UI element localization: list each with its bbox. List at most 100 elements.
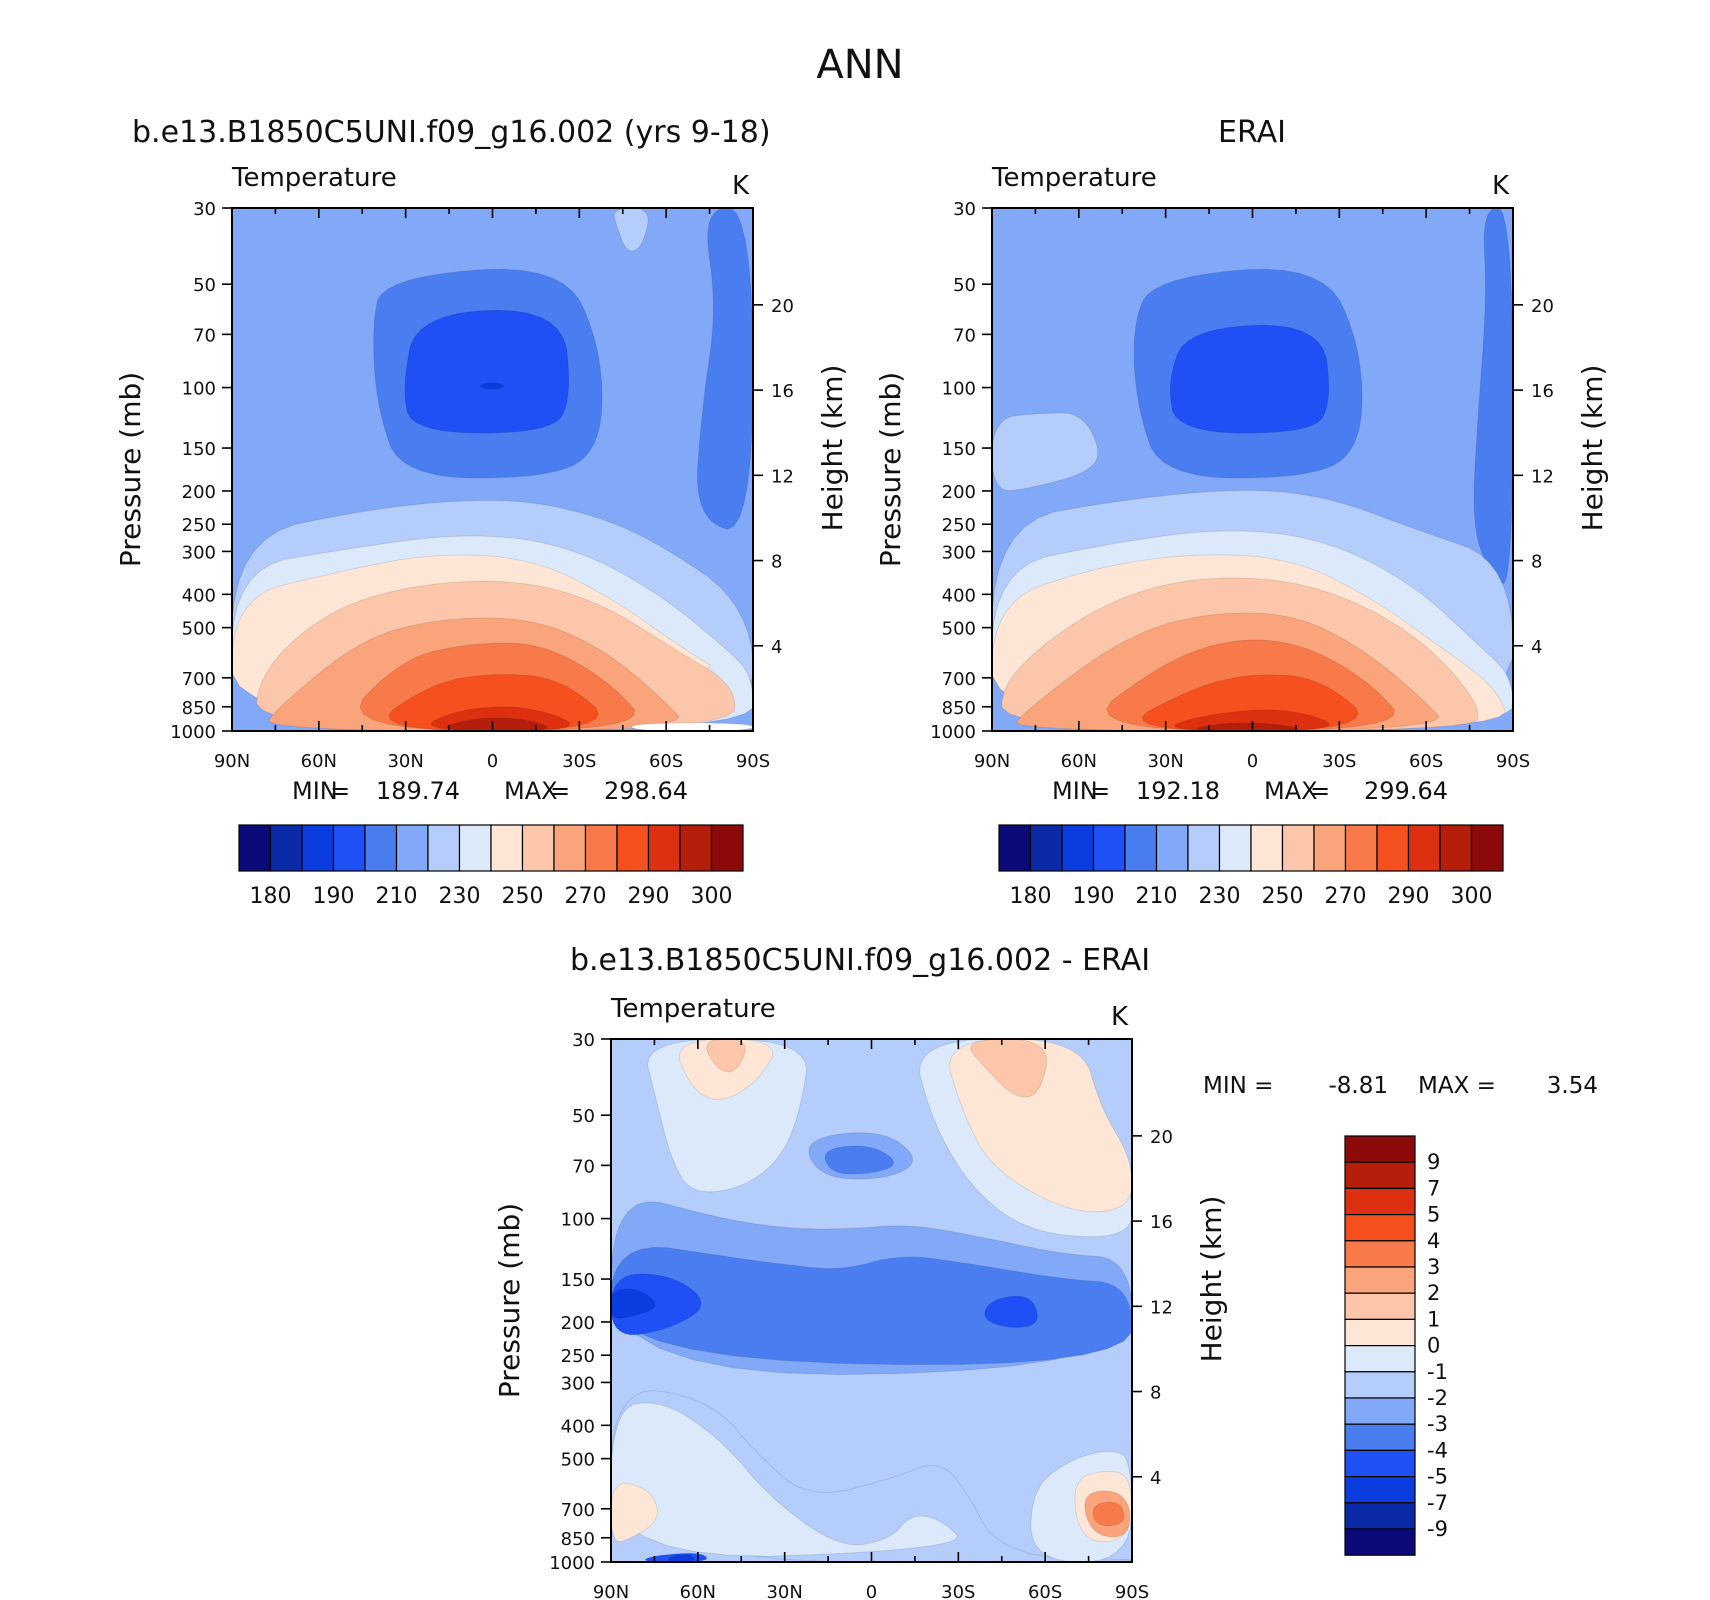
variable-label: Temperature (991, 163, 1157, 193)
colorbar-swatch (1407, 824, 1441, 872)
colorbar-swatch (395, 824, 429, 872)
colorbar-label: 290 (628, 884, 670, 909)
colorbar-label: 180 (1010, 884, 1052, 909)
colorbar-swatch (1344, 1449, 1416, 1478)
colorbar-label: 300 (1451, 884, 1493, 909)
y-tick-label: 850 (182, 698, 216, 719)
y-tick-label: 70 (953, 325, 976, 346)
min-value: 189.74 (376, 777, 460, 805)
colorbar-swatch (332, 824, 366, 872)
colorbar-swatch (1344, 824, 1378, 872)
colorbar-label: 300 (691, 884, 733, 909)
x-tick-label: 90S (736, 751, 770, 772)
colorbar-label: 5 (1427, 1203, 1440, 1227)
colorbar-swatch (269, 824, 303, 872)
colorbar-label: 270 (565, 884, 607, 909)
y-tick-label: 850 (561, 1529, 595, 1550)
colorbar-swatch (1344, 1344, 1416, 1373)
x-tick-label: 0 (487, 751, 498, 772)
y-tick-label: 500 (561, 1450, 595, 1471)
y-tick-label: 100 (561, 1210, 595, 1231)
y-tick-label: 150 (561, 1270, 595, 1291)
colorbar-label: 1 (1427, 1307, 1440, 1331)
height-tick-label: 16 (771, 381, 794, 402)
y-tick-label: 500 (942, 619, 976, 640)
colorbar-label: -2 (1427, 1386, 1448, 1410)
colorbar-label: 230 (1199, 884, 1241, 909)
colorbar-label: -1 (1427, 1360, 1448, 1384)
contour-band (631, 722, 753, 731)
y-axis-label: Pressure (mb) (493, 1203, 526, 1398)
x-tick-label: 90S (1115, 1582, 1149, 1600)
y-axis-label: Pressure (mb) (114, 372, 147, 567)
colorbar-swatch (1281, 824, 1315, 872)
height-axis-label: Height (km) (1195, 1196, 1228, 1363)
height-tick-label: 4 (1531, 637, 1542, 658)
height-tick-label: 4 (771, 637, 782, 658)
colorbar-label: 0 (1427, 1334, 1440, 1358)
height-tick-label: 8 (1150, 1383, 1161, 1404)
y-tick-label: 1000 (170, 722, 216, 743)
panel-title: b.e13.B1850C5UNI.f09_g16.002 (yrs 9-18) (132, 115, 771, 150)
height-tick-label: 16 (1531, 381, 1554, 402)
y-tick-label: 100 (942, 379, 976, 400)
y-tick-label: 250 (182, 515, 216, 536)
colorbar-label: -4 (1427, 1438, 1448, 1462)
y-tick-label: 150 (182, 439, 216, 460)
y-tick-label: 200 (182, 482, 216, 503)
colorbar-swatch (521, 824, 555, 872)
colorbar-swatch (1092, 824, 1126, 872)
contour-field-2 (611, 1039, 1132, 1562)
colorbar-swatch (616, 824, 650, 872)
equals-sign: = (1090, 777, 1110, 805)
x-tick-label: 60N (680, 1582, 716, 1600)
colorbar-swatch (1344, 1292, 1416, 1320)
colorbar-swatch (1344, 1135, 1416, 1163)
x-tick-label: 30S (941, 1582, 975, 1600)
contour-band (949, 1039, 1132, 1213)
panel-title: b.e13.B1850C5UNI.f09_g16.002 - ERAI (570, 943, 1150, 978)
colorbar-swatch (1061, 824, 1095, 872)
x-tick-label: 0 (866, 1582, 877, 1600)
contour-band (667, 1554, 695, 1562)
height-tick-label: 12 (1150, 1297, 1173, 1318)
colorbar-swatch (1187, 824, 1221, 872)
x-tick-label: 30S (562, 751, 596, 772)
colorbar-swatch (1344, 1318, 1416, 1347)
y-tick-label: 300 (561, 1373, 595, 1394)
colorbar-swatch (1344, 1187, 1416, 1216)
x-tick-label: 60N (1061, 751, 1097, 772)
x-tick-label: 90N (593, 1582, 629, 1600)
x-tick-label: 30S (1322, 751, 1356, 772)
y-axis-label: Pressure (mb) (874, 372, 907, 567)
y-tick-label: 400 (182, 585, 216, 606)
y-tick-label: 200 (561, 1313, 595, 1334)
y-tick-label: 150 (942, 439, 976, 460)
x-tick-label: 60N (301, 751, 337, 772)
colorbar-label: 7 (1427, 1176, 1440, 1200)
x-tick-label: 60S (1409, 751, 1443, 772)
y-tick-label: 30 (193, 199, 216, 220)
colorbar-swatch (1344, 1423, 1416, 1451)
panel-title: ERAI (1218, 115, 1286, 150)
colorbar-swatch (1029, 824, 1063, 872)
colorbar-label: 270 (1325, 884, 1367, 909)
height-tick-label: 20 (1531, 296, 1554, 317)
x-tick-label: 90S (1496, 751, 1530, 772)
x-tick-label: 60S (649, 751, 683, 772)
contour-field-0 (232, 208, 753, 731)
colorbar-swatch (1218, 824, 1252, 872)
y-tick-label: 100 (182, 379, 216, 400)
contour-band (697, 208, 753, 530)
contour-field-1 (992, 208, 1513, 731)
max-value: 299.64 (1364, 777, 1448, 805)
height-tick-label: 20 (771, 296, 794, 317)
max-label: MAX (504, 777, 558, 805)
x-tick-label: 60S (1028, 1582, 1062, 1600)
colorbar-label: -3 (1427, 1412, 1448, 1436)
height-tick-label: 4 (1150, 1468, 1161, 1489)
max-label: MAX = (1418, 1073, 1496, 1099)
contour-band (1169, 324, 1330, 434)
y-tick-label: 30 (572, 1030, 595, 1051)
